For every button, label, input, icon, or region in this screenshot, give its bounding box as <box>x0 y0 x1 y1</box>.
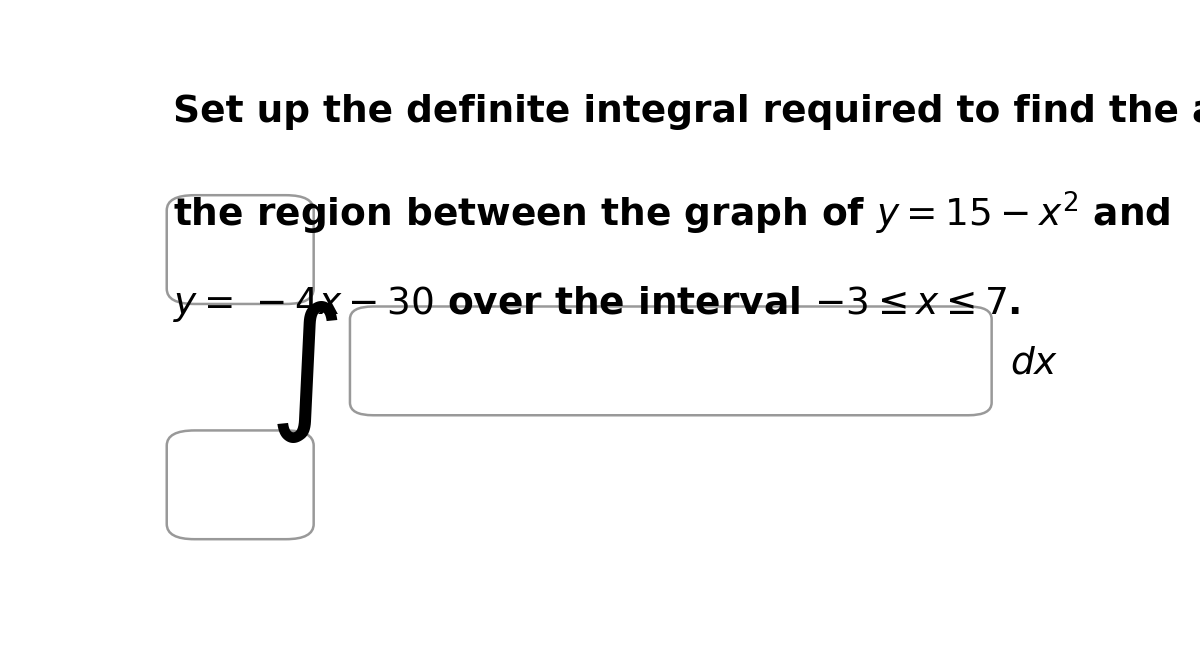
Text: the region between the graph of $y = 15 - x^2$ and: the region between the graph of $y = 15 … <box>173 190 1171 237</box>
FancyBboxPatch shape <box>350 306 991 415</box>
Text: $y =\, - 4x - 30$ over the interval $-3 \leq x \leq 7$.: $y =\, - 4x - 30$ over the interval $-3 … <box>173 284 1021 324</box>
Text: $dx$: $dx$ <box>1010 346 1058 382</box>
FancyBboxPatch shape <box>167 430 313 539</box>
FancyBboxPatch shape <box>167 195 313 304</box>
Text: $\int$: $\int$ <box>269 299 338 445</box>
Text: Set up the definite integral required to find the area of: Set up the definite integral required to… <box>173 94 1200 130</box>
